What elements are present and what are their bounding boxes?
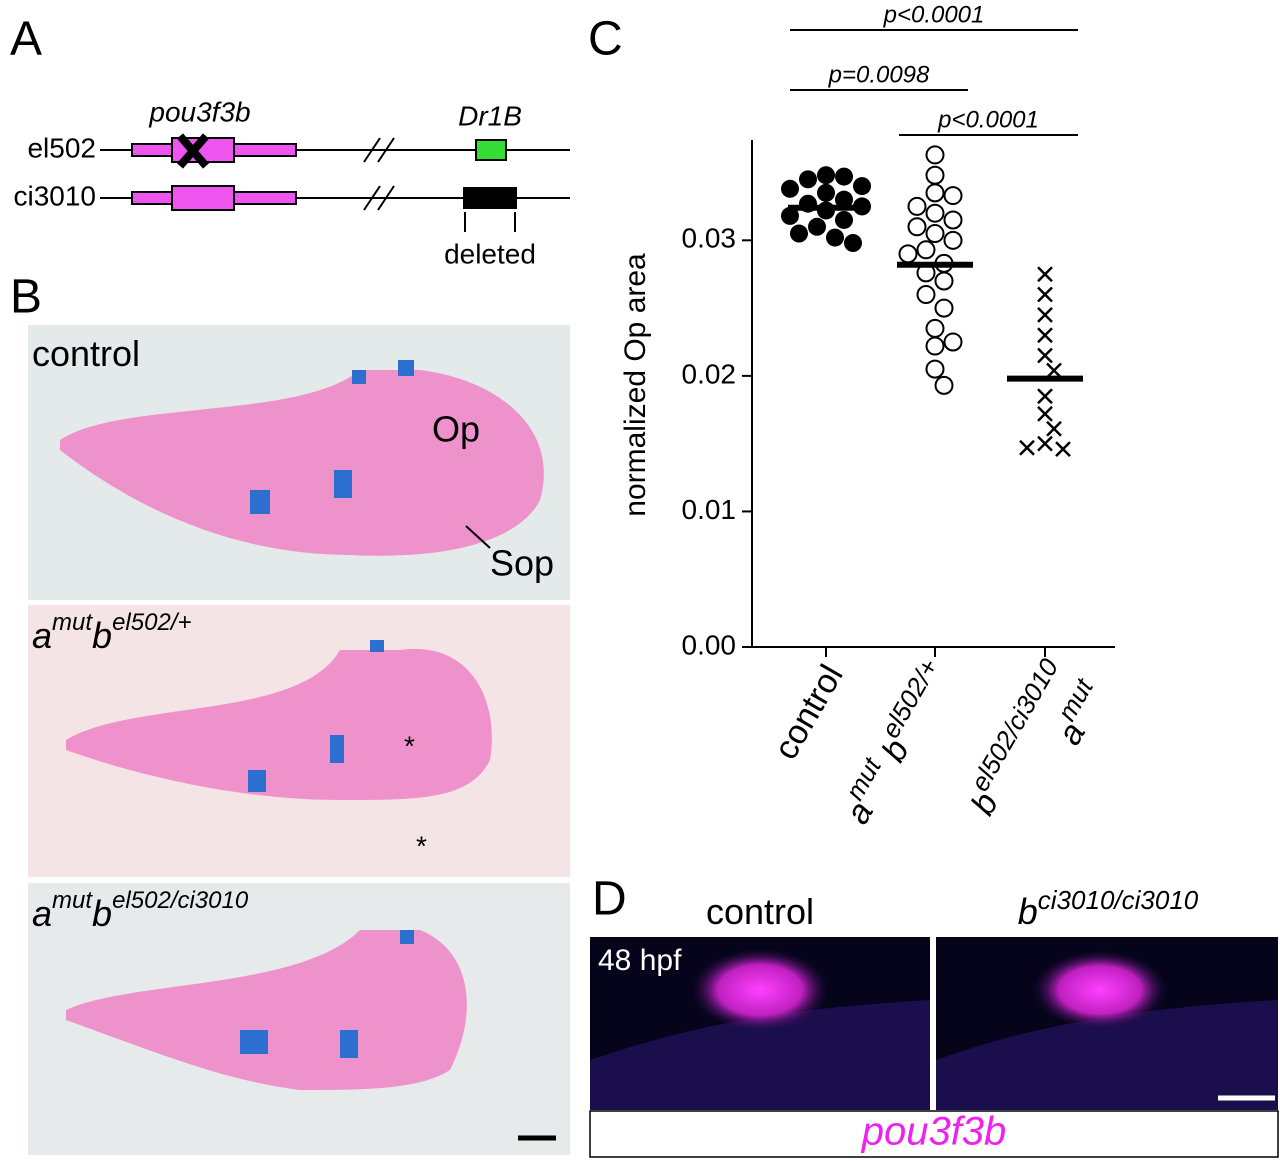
annotation: *: [404, 730, 415, 761]
chart: 0.00 0.01 0.02 0.03 normalized Op area contro…: [619, 1, 1115, 830]
significance-label: p=0.0098: [828, 61, 930, 88]
y-tick-label: 0.03: [682, 223, 737, 254]
data-point: [835, 167, 853, 186]
data-point: [898, 244, 918, 264]
annotation: Sop: [490, 543, 554, 584]
data-point: [817, 166, 835, 185]
image-title: control: [706, 891, 814, 932]
data-point: [934, 271, 954, 291]
data-point: [943, 230, 963, 250]
data-point: [1037, 306, 1053, 323]
data-point: [844, 234, 862, 253]
image-title-text: b: [1018, 891, 1038, 932]
data-point: [925, 318, 945, 338]
genotype-text: el502/ci3010: [112, 887, 249, 914]
x-tick-label: control: [767, 658, 851, 765]
data-point: [808, 217, 826, 236]
panel-label: C: [588, 13, 623, 66]
data-point: [925, 224, 945, 244]
data-point: [1019, 439, 1035, 456]
deletion-label: deleted: [444, 238, 536, 269]
x-tick-label-part: el502/+: [875, 653, 944, 743]
data-point: [1037, 266, 1053, 283]
data-point: [799, 170, 817, 189]
data-point: [1055, 441, 1071, 457]
data-point: [835, 190, 853, 209]
specimen-photos: [28, 325, 570, 1155]
data-point: [925, 145, 945, 165]
panel-label: A: [10, 13, 42, 66]
data-point: [1037, 327, 1053, 344]
data-point: [943, 332, 963, 352]
image-title: bci3010/ci3010: [1018, 885, 1199, 932]
stain-box: [589, 1110, 1279, 1158]
data-point: [934, 375, 954, 395]
gene-diagram: [100, 137, 570, 232]
stage-label: 48 hpf: [598, 944, 682, 977]
data-point: [925, 359, 945, 379]
data-point: [1037, 286, 1053, 303]
gene-label: pou3f3b: [148, 96, 250, 127]
data-point: [916, 285, 936, 305]
data-point: [817, 183, 835, 202]
genotype-label: amutbel502/+: [32, 609, 191, 655]
annotation: *: [416, 830, 427, 861]
data-point: [925, 336, 945, 356]
allele-label: el502: [27, 132, 96, 163]
data-point: [934, 298, 954, 318]
genotype-text: el502/+: [112, 609, 191, 636]
data-point: [943, 186, 963, 206]
data-point: [916, 240, 936, 260]
data-point: [790, 224, 808, 243]
x-tick-label-part: control: [767, 658, 851, 765]
genotype-label: amutbel502/ci3010: [32, 887, 249, 933]
data-point: [826, 228, 844, 247]
data-point: [781, 179, 799, 198]
data-point: [1046, 362, 1062, 379]
data-point: [1037, 388, 1053, 405]
significance-label: p<0.0001: [883, 1, 985, 28]
data-point: [943, 210, 963, 230]
y-tick-label: 0.00: [682, 629, 737, 660]
genotype-text: control: [32, 333, 140, 374]
genotype-text: a: [32, 893, 52, 934]
data-point: [1046, 420, 1062, 437]
significance-label: p<0.0001: [937, 106, 1039, 133]
data-point: [925, 165, 945, 185]
y-tick-label: 0.02: [682, 358, 737, 389]
stain-label: pou3f3b: [861, 1110, 1007, 1154]
genotype-text: b: [92, 615, 112, 656]
annotation: Op: [432, 409, 480, 450]
data-point: [907, 196, 927, 216]
data-point: [853, 177, 871, 196]
data-point: [1037, 405, 1053, 422]
data-point: [835, 210, 853, 229]
data-point: [925, 203, 945, 223]
panel-label: B: [10, 271, 42, 324]
y-axis-label: normalized Op area: [619, 253, 652, 517]
data-point: [907, 217, 927, 237]
genotype-text: mut: [52, 609, 93, 636]
panel-label: D: [592, 873, 627, 926]
genotype-label: control: [32, 333, 140, 374]
annotation-arrow: [465, 525, 491, 549]
fluorescence-images: [590, 937, 1278, 1110]
x-tick-label-part: el502/ci3010: [964, 653, 1064, 796]
image-title-text: control: [706, 891, 814, 932]
knockout-mark: [176, 133, 210, 169]
data-point: [781, 206, 799, 225]
data-point: [925, 183, 945, 203]
genotype-text: mut: [52, 887, 93, 914]
genotype-text: b: [92, 893, 112, 934]
enhancer-label: Dr1B: [458, 100, 522, 131]
y-tick-label: 0.01: [682, 494, 737, 525]
allele-label: ci3010: [13, 180, 96, 211]
data-point: [1037, 435, 1053, 452]
image-title-text: ci3010/ci3010: [1038, 885, 1199, 915]
genotype-text: a: [32, 615, 52, 656]
data-point: [1037, 347, 1053, 364]
